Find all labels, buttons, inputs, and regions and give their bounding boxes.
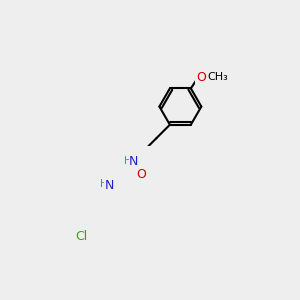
- Text: O: O: [196, 71, 206, 84]
- Text: H: H: [100, 179, 108, 189]
- Text: N: N: [105, 179, 114, 192]
- Text: CH₃: CH₃: [207, 72, 228, 82]
- Text: N: N: [129, 155, 139, 168]
- Text: Cl: Cl: [76, 230, 88, 242]
- Text: O: O: [136, 168, 146, 181]
- Text: H: H: [124, 156, 132, 166]
